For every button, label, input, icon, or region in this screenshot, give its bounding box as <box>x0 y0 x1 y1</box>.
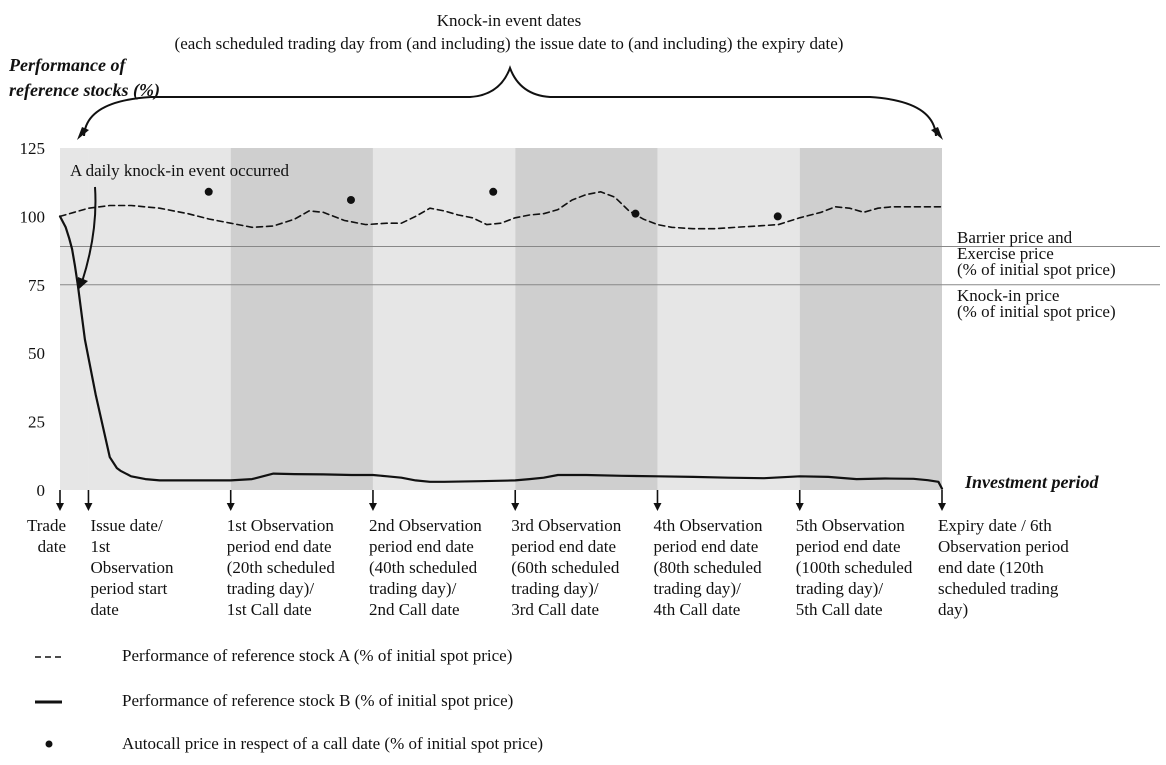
x-marker-arrowhead <box>84 503 93 511</box>
x-marker-label: 5th Call date <box>796 600 883 619</box>
y-tick-label: 50 <box>28 344 45 363</box>
observation-period-shade <box>372 148 516 490</box>
x-marker-arrowhead <box>795 503 804 511</box>
x-marker-label: date <box>90 600 118 619</box>
autocall-point <box>773 212 782 221</box>
x-marker-label: period end date <box>653 537 758 556</box>
chart-subtitle: (each scheduled trading day from (and in… <box>175 34 844 53</box>
knock-in-brace <box>83 65 937 137</box>
x-marker-label: Observation period <box>938 537 1069 556</box>
x-marker-label: Issue date/ <box>90 516 163 535</box>
x-marker-label: period end date <box>796 537 901 556</box>
annotation-arrow-line <box>81 186 97 283</box>
observation-period-shade <box>657 148 800 490</box>
knockin-label: (% of initial spot price) <box>957 302 1116 321</box>
x-marker-label: trading day)/ <box>796 579 884 598</box>
x-marker-label: 4th Observation <box>653 516 763 535</box>
annotation-arrowhead <box>78 277 88 290</box>
legend-autocall-swatch <box>45 740 53 748</box>
x-marker-arrowhead <box>368 503 377 511</box>
x-marker-label: (100th scheduled <box>796 558 913 577</box>
x-marker-label: (40th scheduled <box>369 558 478 577</box>
y-tick-label: 125 <box>20 139 46 158</box>
x-marker-label: 2nd Call date <box>369 600 460 619</box>
brace-arrowhead-right <box>931 127 943 140</box>
series-stock-b-line <box>58 215 944 490</box>
x-marker-label: period start <box>90 579 167 598</box>
x-marker-label: (80th scheduled <box>653 558 762 577</box>
x-marker-label: 3rd Observation <box>511 516 622 535</box>
x-marker-arrowhead <box>653 503 662 511</box>
y-tick-label: 25 <box>28 413 45 432</box>
x-marker-label: end date (120th <box>938 558 1044 577</box>
x-marker-label: Observation <box>90 558 174 577</box>
x-marker-label: 4th Call date <box>653 600 740 619</box>
pre-issue-shade <box>60 148 89 490</box>
x-marker-label: period end date <box>227 537 332 556</box>
x-marker-label: 1st <box>90 537 110 556</box>
series-stock-a-line <box>59 191 943 230</box>
knockin-label: Knock-in price <box>957 286 1059 305</box>
x-marker-label: 3rd Call date <box>511 600 599 619</box>
x-marker-arrowhead <box>938 503 946 511</box>
barrier-label: Exercise price <box>957 244 1054 263</box>
y-axis-label-line2: reference stocks (%) <box>9 80 160 101</box>
x-marker-arrowhead <box>511 503 520 511</box>
x-marker-label: Expiry date / 6th <box>938 516 1052 535</box>
x-marker-label: date <box>38 537 66 556</box>
autocall-point <box>489 187 498 196</box>
autocall-point <box>204 187 213 196</box>
y-tick-label: 75 <box>28 276 45 295</box>
x-marker-label: period end date <box>511 537 616 556</box>
x-marker-label: Trade <box>27 516 66 535</box>
x-marker-label: 2nd Observation <box>369 516 482 535</box>
x-marker-label: scheduled trading <box>938 579 1059 598</box>
x-marker-label: trading day)/ <box>653 579 741 598</box>
legend-stock-b-label: Performance of reference stock B (% of i… <box>122 691 513 710</box>
observation-period-shade <box>515 148 658 490</box>
autocall-point <box>631 209 640 218</box>
x-marker-label: 1st Call date <box>227 600 312 619</box>
x-marker-label: period end date <box>369 537 474 556</box>
x-axis-label: Investment period <box>964 472 1099 492</box>
x-marker-label: (20th scheduled <box>227 558 336 577</box>
x-marker-label: trading day)/ <box>227 579 315 598</box>
legend-stock-a-label: Performance of reference stock A (% of i… <box>122 646 512 665</box>
brace-arrowhead-left <box>77 127 89 140</box>
x-marker-label: trading day)/ <box>369 579 457 598</box>
knock-in-annotation: A daily knock-in event occurred <box>70 161 290 180</box>
observation-period-shade <box>88 148 231 490</box>
x-marker-arrowhead <box>56 503 64 511</box>
autocall-point <box>346 195 355 204</box>
x-marker-label: 5th Observation <box>796 516 906 535</box>
chart-title: Knock-in event dates <box>437 11 581 30</box>
y-tick-label: 0 <box>37 481 46 500</box>
x-marker-label: 1st Observation <box>227 516 335 535</box>
x-marker-arrowhead <box>226 503 235 511</box>
barrier-label: Barrier price and <box>957 228 1073 247</box>
observation-period-shade <box>230 148 373 490</box>
x-marker-label: (60th scheduled <box>511 558 620 577</box>
y-axis-label-line1: Performance of <box>8 55 127 75</box>
x-marker-label: trading day)/ <box>511 579 599 598</box>
observation-period-shade <box>799 148 942 490</box>
x-marker-label: day) <box>938 600 968 619</box>
y-tick-label: 100 <box>20 207 46 226</box>
legend-autocall-label: Autocall price in respect of a call date… <box>122 734 543 753</box>
barrier-label: (% of initial spot price) <box>957 260 1116 279</box>
